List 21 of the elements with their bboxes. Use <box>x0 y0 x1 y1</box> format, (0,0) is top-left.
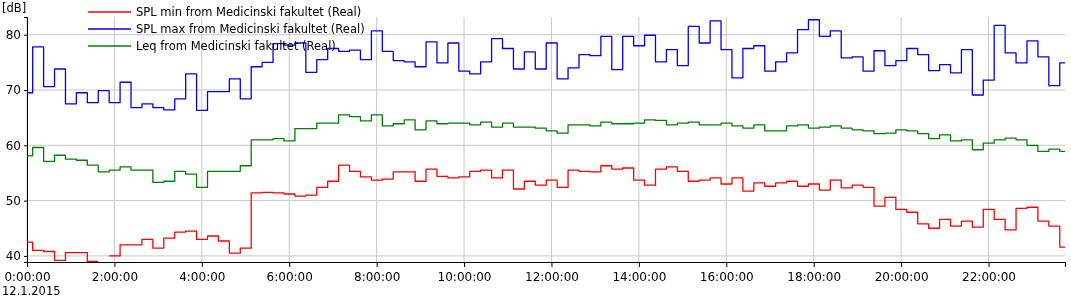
legend-label: SPL min from Medicinski fakultet (Real) <box>136 5 362 19</box>
x-tick-label: 18:00:00 <box>787 269 842 284</box>
y-axis-title: [dB] <box>2 1 27 15</box>
x-tick-label: 2:00:00 <box>91 269 139 284</box>
x-tick-label: 22:00:00 <box>962 269 1016 284</box>
x-tick-label: 10:00:00 <box>437 269 492 284</box>
x-tick-label: 8:00:00 <box>354 269 401 284</box>
y-tick-label: 70 <box>5 83 21 98</box>
y-tick-label: 40 <box>5 249 21 264</box>
legend-label: SPL max from Medicinski fakultet (Real) <box>136 22 365 36</box>
x-tick-label: 4:00:00 <box>179 269 226 284</box>
y-tick-label: 50 <box>5 193 21 208</box>
x-tick-label: 16:00:00 <box>699 269 754 284</box>
x-tick-label: 20:00:00 <box>874 269 929 284</box>
x-tick-label: 12:00:00 <box>525 269 579 284</box>
x-tick-label: 14:00:00 <box>612 269 667 284</box>
y-tick-label: 60 <box>5 138 21 153</box>
text: 12.1.2015 <box>2 284 61 298</box>
x-tick-label: 0:00:00 <box>4 269 51 284</box>
x-tick-label: 6:00:00 <box>266 269 313 284</box>
y-tick-label: 80 <box>5 28 21 43</box>
